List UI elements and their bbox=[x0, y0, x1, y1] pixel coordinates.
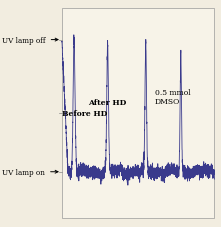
Text: UV lamp on: UV lamp on bbox=[2, 168, 58, 176]
Bar bbox=[62, 9, 214, 218]
Text: UV lamp off: UV lamp off bbox=[2, 36, 58, 44]
Text: Before HD: Before HD bbox=[62, 109, 107, 117]
Text: After HD: After HD bbox=[88, 99, 127, 107]
Text: 0.5 mmol
DMSO: 0.5 mmol DMSO bbox=[155, 89, 190, 106]
